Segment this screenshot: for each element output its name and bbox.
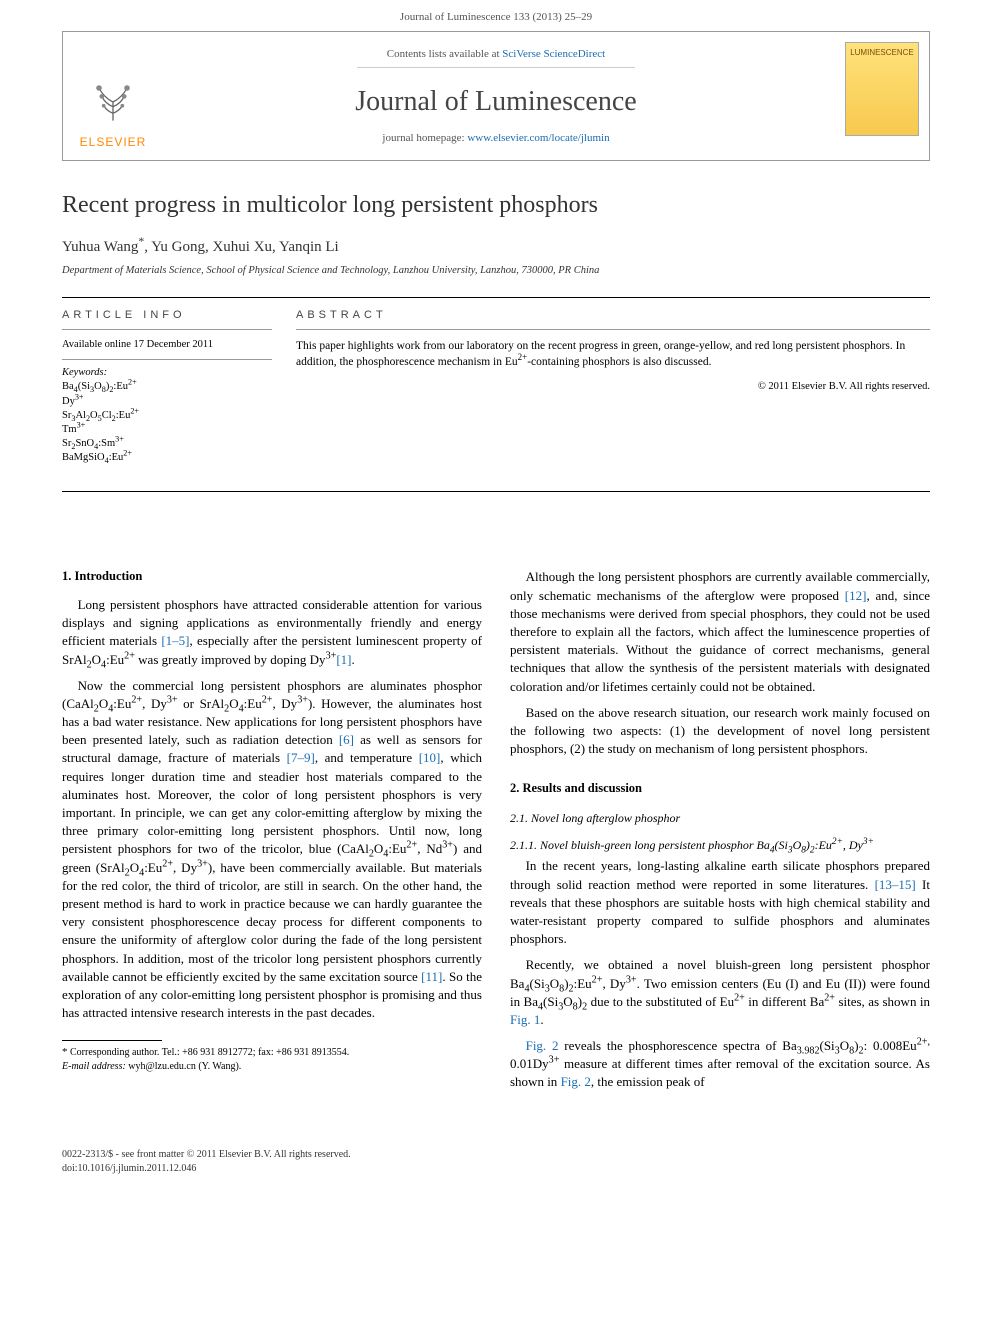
subsection-heading: 2.1. Novel long afterglow phosphor xyxy=(510,810,930,827)
journal-masthead: ELSEVIER LUMINESCENCE Contents lists ava… xyxy=(62,31,930,161)
author-list: Yuhua Wang*, Yu Gong, Xuhui Xu, Yanqin L… xyxy=(62,237,930,258)
abstract-copyright: © 2011 Elsevier B.V. All rights reserved… xyxy=(296,380,930,395)
body-paragraph: Although the long persistent phosphors a… xyxy=(510,568,930,695)
contents-prefix: Contents lists available at xyxy=(387,48,502,60)
corresponding-author-note: * Corresponding author. Tel.: +86 931 89… xyxy=(62,1045,482,1059)
homepage-prefix: journal homepage: xyxy=(382,132,467,144)
keyword-item: Ba4(Si3O8)2:Eu2+ xyxy=(62,380,272,394)
publisher-logo: ELSEVIER xyxy=(73,42,153,150)
sciencedirect-link[interactable]: SciVerse ScienceDirect xyxy=(502,48,605,60)
journal-reference: Journal of Luminescence 133 (2013) 25–29 xyxy=(0,0,992,31)
article-info-label: article info xyxy=(62,308,272,330)
keyword-item: BaMgSiO4:Eu2+ xyxy=(62,451,272,465)
article-body: 1. Introduction Long persistent phosphor… xyxy=(62,568,930,1099)
author-affiliation: Department of Materials Science, School … xyxy=(62,264,930,279)
doi-line: doi:10.1016/j.jlumin.2011.12.046 xyxy=(62,1162,930,1176)
journal-title: Journal of Luminescence xyxy=(173,82,819,121)
corresponding-divider xyxy=(62,1040,162,1041)
publisher-name: ELSEVIER xyxy=(80,134,147,151)
keyword-item: Tm3+ xyxy=(62,423,272,437)
abstract-block: abstract This paper highlights work from… xyxy=(296,298,930,492)
contents-available-line: Contents lists available at SciVerse Sci… xyxy=(357,47,635,67)
page-footer: 0022-2313/$ - see front matter © 2011 El… xyxy=(0,1140,992,1206)
keyword-item: Sr3Al2O5Cl2:Eu2+ xyxy=(62,409,272,423)
abstract-label: abstract xyxy=(296,308,930,330)
section-heading: 2. Results and discussion xyxy=(510,780,930,798)
article-title: Recent progress in multicolor long persi… xyxy=(62,189,930,223)
body-paragraph: Fig. 2 reveals the phosphorescence spect… xyxy=(510,1037,930,1092)
section-heading: 1. Introduction xyxy=(62,568,482,586)
corresponding-email-note: E-mail address: wyh@lzu.edu.cn (Y. Wang)… xyxy=(62,1060,482,1073)
body-paragraph: In the recent years, long-lasting alkali… xyxy=(510,857,930,948)
journal-homepage-line: journal homepage: www.elsevier.com/locat… xyxy=(173,131,819,146)
body-paragraph: Now the commercial long persistent phosp… xyxy=(62,677,482,1023)
body-paragraph: Recently, we obtained a novel bluish-gre… xyxy=(510,956,930,1029)
keyword-item: Sr2SnO4:Sm3+ xyxy=(62,437,272,451)
article-history: Available online 17 December 2011 xyxy=(62,338,272,360)
keyword-item: Dy3+ xyxy=(62,395,272,409)
body-paragraph: Long persistent phosphors have attracted… xyxy=(62,596,482,669)
journal-cover-thumbnail: LUMINESCENCE xyxy=(845,42,919,136)
keywords-heading: Keywords: xyxy=(62,366,272,381)
subsubsection-heading: 2.1.1. Novel bluish-green long persisten… xyxy=(510,837,930,854)
cover-journal-name: LUMINESCENCE xyxy=(850,47,914,58)
body-paragraph: Based on the above research situation, o… xyxy=(510,704,930,759)
article-info-block: article info Available online 17 Decembe… xyxy=(62,298,272,492)
journal-homepage-link[interactable]: www.elsevier.com/locate/jlumin xyxy=(467,132,609,144)
abstract-text: This paper highlights work from our labo… xyxy=(296,338,930,370)
issn-line: 0022-2313/$ - see front matter © 2011 El… xyxy=(62,1148,930,1162)
elsevier-tree-icon xyxy=(83,72,143,132)
